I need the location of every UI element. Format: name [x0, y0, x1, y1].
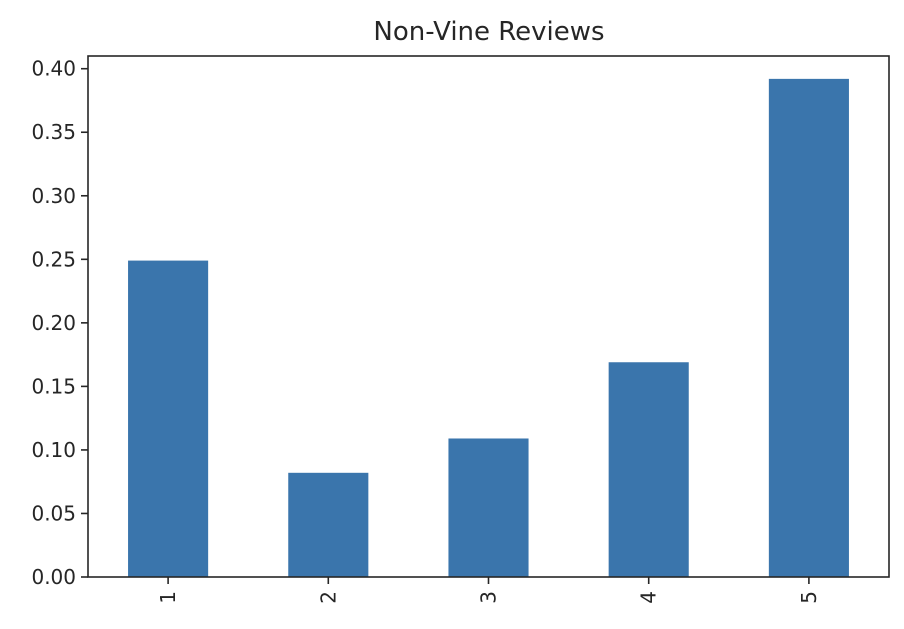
chart-title: Non-Vine Reviews — [373, 17, 604, 47]
y-tick-label: 0.35 — [31, 120, 76, 144]
y-tick-label: 0.40 — [31, 57, 76, 81]
bar-2 — [288, 472, 369, 577]
y-tick-label: 0.25 — [31, 247, 76, 271]
bar-1 — [128, 260, 209, 577]
y-tick-label: 0.30 — [31, 184, 76, 208]
x-tick-label: 2 — [316, 591, 340, 604]
y-tick-label: 0.10 — [31, 438, 76, 462]
bar-4 — [608, 362, 689, 577]
y-tick-label: 0.05 — [31, 501, 76, 525]
x-tick-label: 3 — [477, 591, 501, 604]
y-tick-label: 0.00 — [31, 565, 76, 589]
x-axis: 1 2 3 4 5 — [156, 577, 821, 604]
x-tick-label: 1 — [156, 591, 180, 604]
bar-3 — [448, 438, 529, 577]
y-axis: 0.00 0.05 0.10 0.15 0.20 0.25 0.30 0.35 0.40 — [31, 57, 88, 589]
y-tick-label: 0.15 — [31, 374, 76, 398]
bars-layer — [128, 78, 849, 578]
y-tick-label: 0.20 — [31, 311, 76, 335]
bar-5 — [768, 78, 849, 578]
x-tick-label: 5 — [797, 591, 821, 604]
x-tick-label: 4 — [637, 591, 661, 604]
plot-frame — [87, 55, 890, 578]
